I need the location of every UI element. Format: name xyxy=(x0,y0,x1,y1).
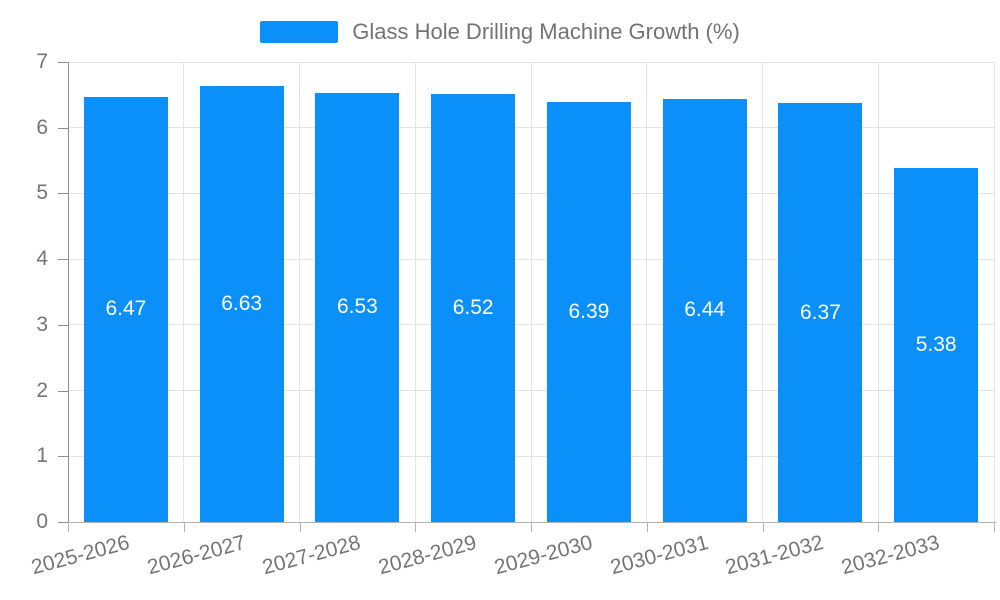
plot-area: 6.47 6.63 6.53 6.52 6.39 6.44 6.37 5.38 xyxy=(68,61,995,522)
y-axis-tick xyxy=(58,62,68,63)
x-axis-line xyxy=(66,522,996,523)
gridline-vertical xyxy=(414,62,416,522)
x-axis-tick-label: 2031-2032 xyxy=(723,531,827,580)
bar-2025-2026 xyxy=(83,96,168,522)
legend-color-swatch xyxy=(260,21,339,43)
x-axis-tick-label: 2032-2033 xyxy=(839,531,943,580)
gridline-vertical xyxy=(530,62,532,522)
x-axis-tick-label: 2028-2029 xyxy=(376,531,480,580)
y-axis-line xyxy=(68,62,69,522)
x-axis-tick-label: 2026-2027 xyxy=(144,531,248,580)
bar-2032-2033 xyxy=(894,168,979,522)
chart-legend: Glass Hole Drilling Machine Growth (%) xyxy=(0,21,1000,43)
x-axis-tick xyxy=(531,523,532,532)
bar-value-label: 6.37 xyxy=(799,300,841,324)
x-axis-tick xyxy=(68,523,69,532)
bar-value-label: 6.39 xyxy=(568,300,610,324)
bar-value-label: 6.47 xyxy=(105,297,147,321)
y-axis-tick xyxy=(58,324,68,326)
y-axis-tick xyxy=(58,259,68,261)
gridline-vertical xyxy=(877,62,879,522)
x-axis-tick xyxy=(415,523,417,532)
gridline-vertical xyxy=(646,62,648,522)
bar-2030-2031 xyxy=(662,98,747,522)
gridline-vertical xyxy=(183,62,185,522)
bar-value-label: 6.44 xyxy=(684,298,726,322)
legend-item-growth[interactable]: Glass Hole Drilling Machine Growth (%) xyxy=(260,21,740,43)
y-axis-tick xyxy=(58,522,68,523)
y-axis-tick-label: 2 xyxy=(36,378,48,402)
y-axis-tick-label: 5 xyxy=(36,181,48,205)
x-axis-tick xyxy=(299,523,301,532)
bar-2031-2032 xyxy=(778,103,863,522)
legend-label: Glass Hole Drilling Machine Growth (%) xyxy=(352,19,740,44)
bar-2027-2028 xyxy=(315,92,400,522)
x-axis-tick xyxy=(994,523,995,532)
bar-value-label: 6.63 xyxy=(221,292,263,316)
x-axis-tick xyxy=(762,523,764,532)
bar-value-label: 6.53 xyxy=(336,295,378,319)
y-axis-tick xyxy=(58,390,68,392)
x-axis-tick xyxy=(878,523,880,532)
y-axis-tick-label: 4 xyxy=(36,247,48,271)
x-axis-tick xyxy=(646,523,648,532)
y-axis-tick xyxy=(58,127,68,129)
y-axis-tick-label: 1 xyxy=(36,444,48,468)
x-axis-tick-label: 2030-2031 xyxy=(607,531,711,580)
bar-2029-2030 xyxy=(546,102,631,522)
bar-value-label: 5.38 xyxy=(915,333,957,357)
y-axis-tick-label: 7 xyxy=(36,50,48,73)
y-axis-tick-label: 3 xyxy=(36,312,48,336)
bar-2028-2029 xyxy=(431,93,516,522)
bar-value-label: 6.52 xyxy=(452,295,494,319)
x-axis-tick xyxy=(183,523,185,532)
gridline-vertical xyxy=(993,62,995,522)
y-axis-tick-label: 0 xyxy=(36,510,48,533)
gridline-vertical xyxy=(299,62,300,522)
y-axis-tick xyxy=(58,456,68,458)
bar-2026-2027 xyxy=(199,86,284,522)
y-axis-tick xyxy=(58,193,68,195)
x-axis-tick-label: 2025-2026 xyxy=(28,531,132,580)
y-axis-tick-label: 6 xyxy=(36,115,48,139)
x-axis-tick-label: 2027-2028 xyxy=(260,531,364,580)
x-axis-tick-label: 2029-2030 xyxy=(491,531,595,580)
gridline-vertical xyxy=(762,62,763,522)
